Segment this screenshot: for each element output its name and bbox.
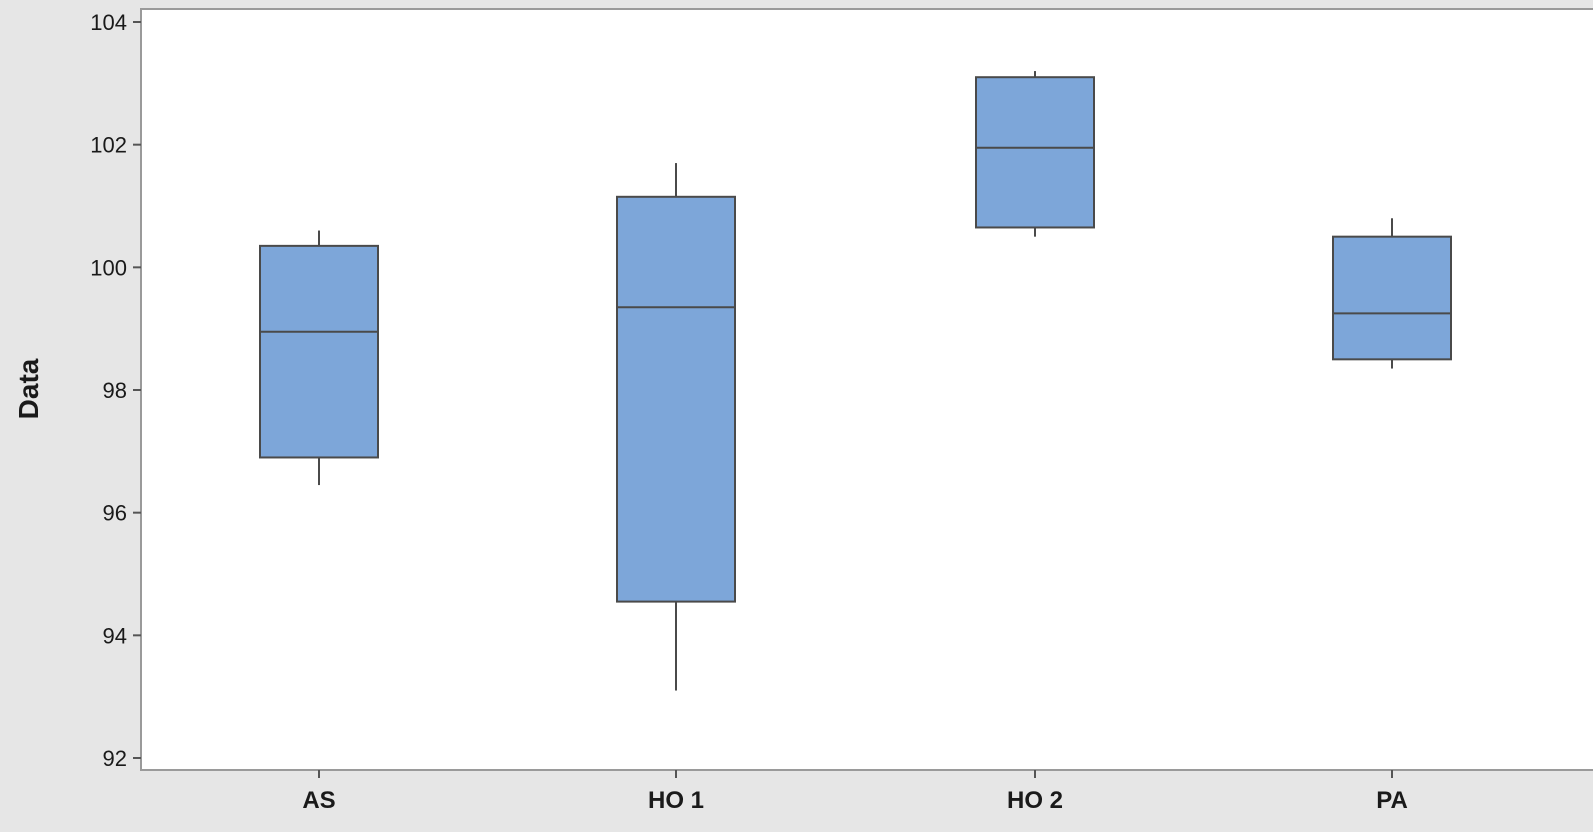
- plot-area: [140, 8, 1593, 771]
- y-tick-label: 92: [103, 746, 127, 771]
- y-tick-label: 98: [103, 378, 127, 403]
- y-tick-label: 94: [103, 623, 127, 648]
- box-pa: [1332, 218, 1452, 369]
- x-tick-label: HO 2: [1007, 787, 1063, 814]
- x-tick-label: AS: [302, 787, 335, 814]
- iqr-box: [616, 195, 736, 603]
- x-axis: AS HO 1 HO 2 PA: [302, 770, 1408, 814]
- y-tick-label: 102: [90, 133, 127, 158]
- box-ho-2: [975, 71, 1095, 237]
- x-tick-label: HO 1: [648, 787, 704, 814]
- iqr-box: [975, 76, 1095, 229]
- y-tick-label: 104: [90, 10, 127, 35]
- iqr-box: [1332, 235, 1452, 361]
- x-tick-label: PA: [1376, 787, 1408, 814]
- iqr-box: [259, 244, 379, 459]
- y-axis-title: Data: [13, 358, 44, 419]
- y-tick-label: 100: [90, 255, 127, 280]
- box-ho-1: [616, 163, 736, 691]
- box-as: [259, 230, 379, 486]
- box-series: [259, 71, 1452, 691]
- y-tick-label: 96: [103, 501, 127, 526]
- y-axis: 92 94 96 98 100 102 104: [90, 10, 141, 771]
